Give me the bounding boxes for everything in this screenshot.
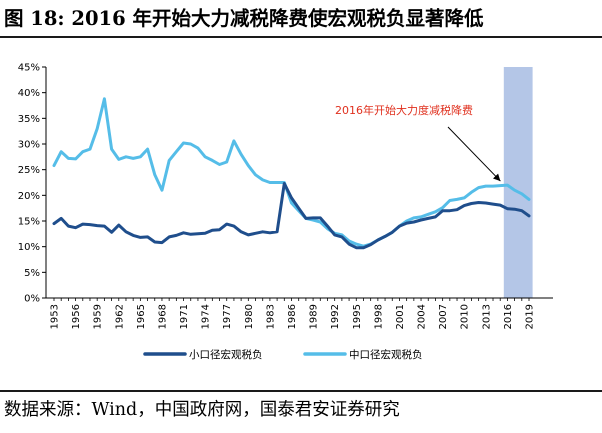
shaded-region bbox=[503, 67, 533, 298]
x-tick-label: 1959 bbox=[93, 304, 104, 329]
annotation-text: 2016年开始大力度减税降费 bbox=[335, 103, 473, 117]
y-tick-label: 0% bbox=[24, 294, 40, 305]
annotation-arrowhead bbox=[493, 173, 501, 182]
x-tick-label: 1980 bbox=[244, 304, 255, 329]
line-chart: 0% 5% 10% 15% 20% 25% 30% 35% 40% 45% 1953 1956 1959… bbox=[18, 63, 553, 361]
x-tick-label: 1989 bbox=[309, 304, 320, 329]
y-tick-label: 5% bbox=[24, 268, 40, 279]
x-tick-label: 2013 bbox=[481, 304, 492, 329]
x-tick-label: 2007 bbox=[438, 304, 449, 329]
annotation-arrow bbox=[447, 126, 501, 182]
x-tick-label: 2001 bbox=[395, 304, 406, 329]
x-tick-label: 2010 bbox=[460, 304, 471, 329]
x-tick-label: 1995 bbox=[352, 304, 363, 329]
page-title: 图 18: 2016 年开始大力减税降费使宏观税负显著降低 bbox=[4, 7, 484, 30]
x-tick-label: 1983 bbox=[265, 304, 276, 329]
x-tick-label: 1977 bbox=[222, 304, 233, 329]
x-tick-label: 1974 bbox=[201, 304, 212, 329]
footer-divider bbox=[0, 390, 602, 392]
y-tick-label: 20% bbox=[18, 191, 40, 202]
x-tick-label: 1998 bbox=[373, 304, 384, 329]
y-tick-label: 15% bbox=[18, 217, 40, 228]
x-tick-label: 2019 bbox=[525, 304, 536, 329]
x-tick-label: 2004 bbox=[417, 304, 428, 329]
x-tick-label: 1992 bbox=[330, 304, 341, 329]
chart-legend: 小口径宏观税负 中口径宏观税负 bbox=[143, 348, 423, 361]
x-tick-label: 2016 bbox=[503, 304, 514, 329]
y-tick-label: 30% bbox=[18, 140, 40, 151]
legend-label: 小口径宏观税负 bbox=[189, 348, 263, 361]
source-note: 数据来源：Wind，中国政府网，国泰君安证券研究 bbox=[4, 400, 400, 420]
y-tick-label: 25% bbox=[18, 165, 40, 176]
legend-label: 中口径宏观税负 bbox=[349, 348, 423, 361]
x-tick-label: 1953 bbox=[50, 304, 61, 329]
series-line-medium-caliber bbox=[52, 97, 531, 248]
x-tick-label: 1986 bbox=[287, 304, 298, 329]
title-divider bbox=[0, 36, 602, 38]
y-tick-label: 40% bbox=[18, 88, 40, 99]
x-tick-label: 1962 bbox=[114, 304, 125, 329]
x-tick-label: 1968 bbox=[157, 304, 168, 329]
series-line-small-caliber bbox=[52, 182, 531, 250]
x-tick-label: 1971 bbox=[179, 304, 190, 329]
y-tick-label: 10% bbox=[18, 242, 40, 253]
x-tick-label: 1965 bbox=[136, 304, 147, 329]
x-tick-label: 1956 bbox=[71, 304, 82, 329]
y-tick-label: 35% bbox=[18, 114, 40, 125]
y-tick-label: 45% bbox=[18, 63, 40, 74]
